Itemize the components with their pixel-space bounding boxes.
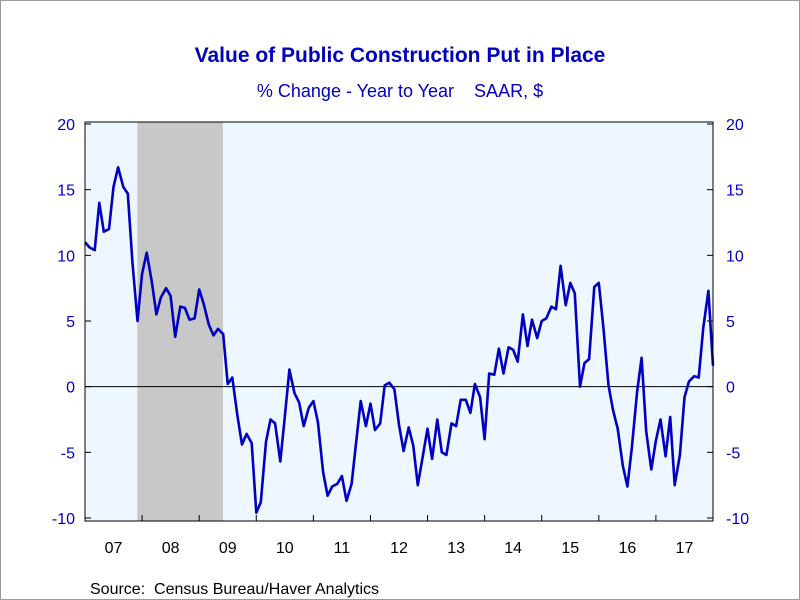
y-tick-label-left: -10 <box>52 511 75 528</box>
y-tick-label-right: 5 <box>726 314 735 331</box>
x-tick-label: 16 <box>618 540 636 557</box>
x-tick-label: 11 <box>334 540 351 557</box>
series-line <box>84 166 715 515</box>
y-tick-label-right: 0 <box>726 380 735 397</box>
y-tick-label-left: 10 <box>57 248 75 265</box>
x-tick-label: 12 <box>390 540 408 557</box>
plot-border <box>84 121 714 522</box>
y-tick-label-right: -10 <box>726 511 749 528</box>
x-tick-label: 10 <box>276 540 294 557</box>
chart-title: Value of Public Construction Put in Plac… <box>195 44 606 67</box>
y-tick-label-left: 0 <box>66 380 75 397</box>
x-tick-label: 08 <box>162 540 180 557</box>
x-tick-label: 07 <box>105 540 123 557</box>
x-tick-label: 09 <box>219 540 237 557</box>
x-tick-label: 17 <box>676 540 694 557</box>
x-tick-label: 15 <box>561 540 579 557</box>
y-tick-label-right: 15 <box>726 183 744 200</box>
y-tick-label-left: 15 <box>57 183 75 200</box>
y-tick-label-right: -5 <box>726 445 740 462</box>
y-tick-label-left: 5 <box>66 314 75 331</box>
x-tick-label: 14 <box>504 540 522 557</box>
y-tick-label-right: 20 <box>726 117 744 134</box>
recession-shade <box>137 122 223 521</box>
chart-subtitle: % Change - Year to Year SAAR, $ <box>257 81 543 101</box>
source-note: Source: Census Bureau/Haver Analytics <box>90 581 379 598</box>
y-tick-label-left: -5 <box>61 445 75 462</box>
y-tick-label-left: 20 <box>57 117 75 134</box>
y-tick-label-right: 10 <box>726 248 744 265</box>
plot-area: 20 20 15 15 10 10 5 5 0 0 -5 -5 -10 -10 07 08 09 10 11 12 13… <box>52 117 749 557</box>
x-tick-label: 13 <box>447 540 465 557</box>
